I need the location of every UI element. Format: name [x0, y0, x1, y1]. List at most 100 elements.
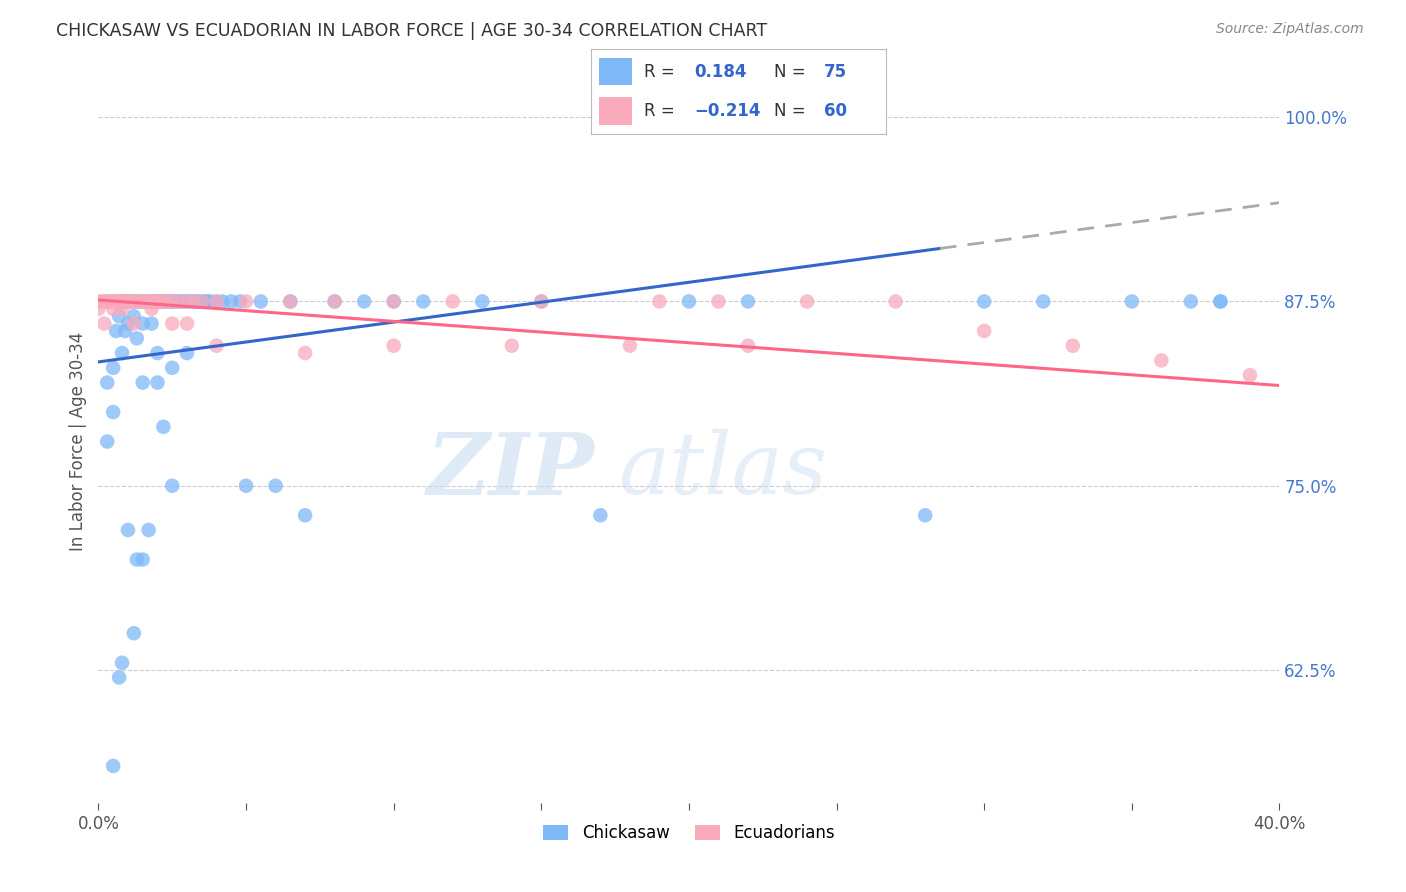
Point: [1239, 368, 1261, 383]
Point: [530, 294, 553, 309]
Point: [187, 294, 209, 309]
Point: [264, 479, 287, 493]
Point: [294, 508, 316, 523]
Point: [157, 294, 180, 309]
Point: [132, 294, 155, 309]
Point: [105, 294, 128, 309]
Point: [138, 294, 160, 309]
Point: [108, 294, 131, 309]
Point: [111, 656, 134, 670]
Point: [122, 294, 145, 309]
Point: [103, 301, 125, 316]
Point: [111, 301, 134, 316]
Point: [103, 759, 125, 773]
Point: [294, 346, 316, 360]
Point: [184, 294, 207, 309]
Point: [884, 294, 907, 309]
Point: [135, 294, 157, 309]
Point: [211, 294, 233, 309]
Point: [138, 523, 160, 537]
Point: [1032, 294, 1054, 309]
Point: [108, 294, 131, 309]
Point: [108, 309, 131, 323]
Point: [111, 294, 134, 309]
Point: [143, 294, 166, 309]
Point: [914, 508, 936, 523]
Point: [103, 294, 125, 309]
Point: [146, 376, 169, 390]
Point: [132, 552, 155, 566]
Point: [155, 294, 177, 309]
Point: [382, 294, 405, 309]
Point: [1209, 294, 1232, 309]
Point: [120, 294, 142, 309]
Point: [737, 294, 759, 309]
Point: [141, 294, 163, 309]
FancyBboxPatch shape: [599, 58, 631, 86]
Point: [737, 339, 759, 353]
Point: [146, 294, 169, 309]
Point: [93, 294, 115, 309]
Point: [120, 294, 142, 309]
Point: [122, 294, 145, 309]
Point: [146, 294, 169, 309]
Point: [111, 346, 134, 360]
Point: [973, 324, 995, 338]
Point: [648, 294, 671, 309]
Point: [280, 294, 302, 309]
Point: [155, 294, 177, 309]
Point: [162, 294, 183, 309]
Point: [152, 294, 174, 309]
Point: [441, 294, 464, 309]
Point: [105, 324, 128, 338]
Point: [323, 294, 346, 309]
Point: [96, 294, 118, 309]
Point: [96, 434, 118, 449]
Point: [707, 294, 730, 309]
Point: [125, 552, 148, 566]
Text: 0.184: 0.184: [695, 62, 747, 80]
Point: [143, 294, 166, 309]
Point: [117, 294, 139, 309]
Point: [152, 294, 174, 309]
Point: [162, 294, 183, 309]
Text: 60: 60: [824, 103, 846, 120]
Point: [152, 294, 174, 309]
Point: [200, 294, 222, 309]
Point: [132, 317, 155, 331]
Point: [93, 317, 115, 331]
Point: [162, 479, 183, 493]
Point: [1150, 353, 1173, 368]
Y-axis label: In Labor Force | Age 30-34: In Labor Force | Age 30-34: [69, 332, 87, 551]
Point: [235, 479, 257, 493]
Point: [103, 294, 125, 309]
Point: [117, 294, 139, 309]
Point: [103, 405, 125, 419]
Point: [412, 294, 434, 309]
Point: [125, 331, 148, 345]
Text: Source: ZipAtlas.com: Source: ZipAtlas.com: [1216, 22, 1364, 37]
Point: [176, 346, 198, 360]
Point: [149, 294, 172, 309]
Point: [1121, 294, 1143, 309]
Point: [103, 360, 125, 375]
Point: [162, 294, 183, 309]
Point: [146, 346, 169, 360]
Point: [167, 294, 190, 309]
Point: [90, 294, 112, 309]
Point: [105, 294, 128, 309]
Point: [167, 294, 190, 309]
Point: [323, 294, 346, 309]
Point: [96, 376, 118, 390]
Point: [114, 294, 136, 309]
Point: [117, 317, 139, 331]
Text: atlas: atlas: [619, 429, 827, 512]
Point: [87, 294, 110, 309]
Text: 75: 75: [824, 62, 846, 80]
Point: [973, 294, 995, 309]
Point: [170, 294, 193, 309]
Point: [1062, 339, 1084, 353]
Point: [162, 317, 183, 331]
Point: [135, 294, 157, 309]
Text: R =: R =: [644, 103, 679, 120]
